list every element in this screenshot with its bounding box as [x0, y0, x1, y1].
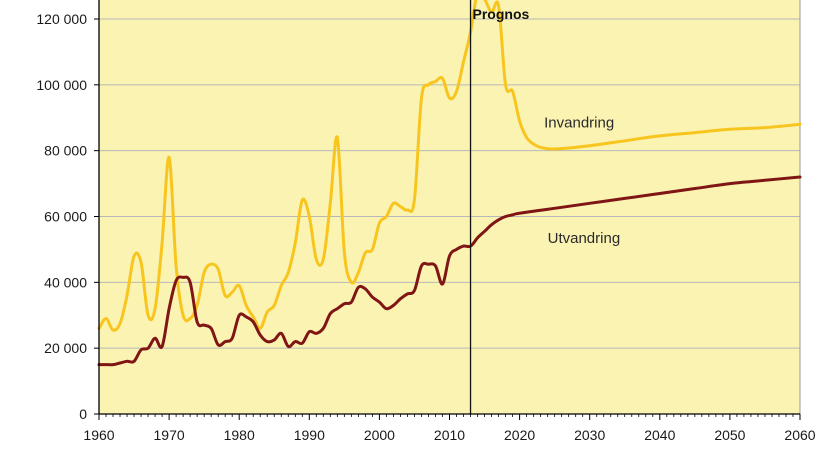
y-tick-label: 80 000	[44, 143, 87, 159]
x-tick-label: 1990	[294, 427, 325, 443]
series-lines	[97, 0, 802, 367]
x-tick-label: 1960	[83, 427, 114, 443]
series-line-invandring	[97, 0, 802, 332]
prognosis-marker: Prognos	[469, 0, 530, 414]
axes: 0 20 000 40 000 60 000 80 000 100 000 120 000 1…	[36, 0, 816, 443]
x-tick-label: 2060	[784, 427, 815, 443]
x-tick-label: 2000	[364, 427, 395, 443]
series-label-invandring: Invandring	[544, 115, 614, 132]
y-tick-label: 40 000	[44, 274, 87, 290]
grid-lines	[99, 0, 801, 414]
x-tick-label: 2010	[434, 427, 465, 443]
y-tick-label: 60 000	[44, 209, 87, 225]
y-tick-label: 0	[79, 406, 87, 422]
x-tick-label: 2040	[644, 427, 675, 443]
series-line-utvandring	[97, 175, 802, 367]
plot-area	[99, 0, 800, 414]
series-label-utvandring: Utvandring	[548, 230, 621, 247]
x-tick-label: 2050	[714, 427, 745, 443]
y-tick-label: 20 000	[44, 340, 87, 356]
x-tick-label: 1970	[154, 427, 185, 443]
prognosis-label: Prognos	[473, 6, 530, 22]
series-labels: Invandring Utvandring	[544, 115, 620, 247]
y-tick-label: 120 000	[36, 11, 87, 27]
y-tick-label: 100 000	[36, 77, 87, 93]
x-tick-label: 2020	[504, 427, 535, 443]
x-tick-label: 1980	[224, 427, 255, 443]
x-tick-label: 2030	[574, 427, 605, 443]
